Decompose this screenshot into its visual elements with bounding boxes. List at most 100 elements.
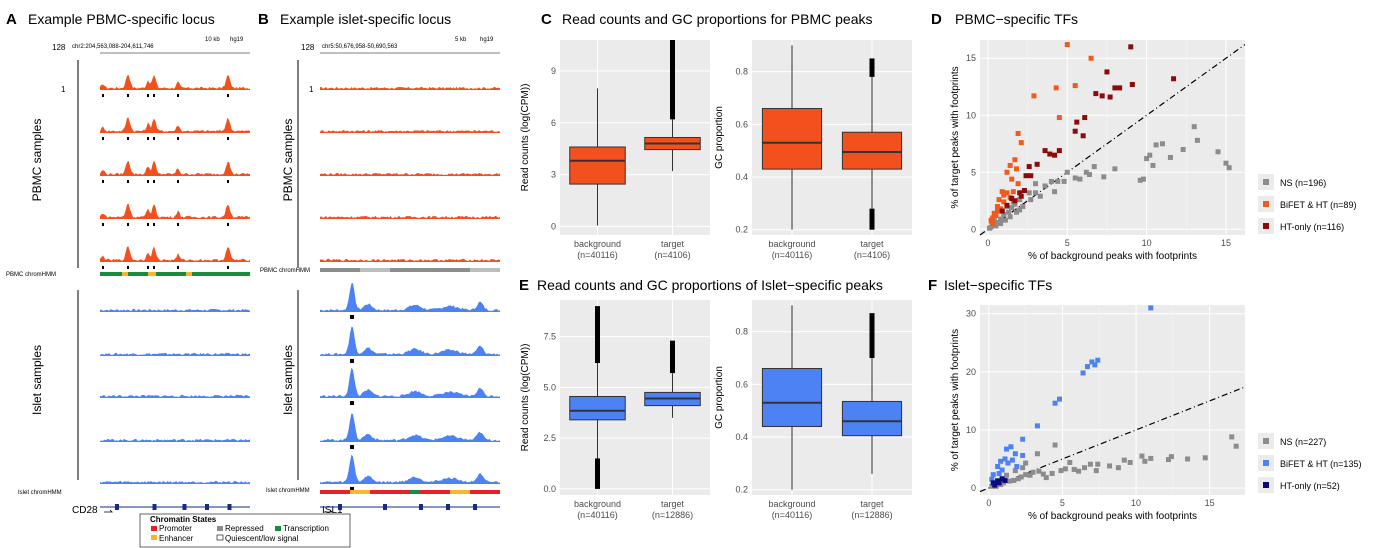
scatter-point [1112,85,1118,91]
x-tick-label: 5 [1065,238,1070,248]
scatter-point [993,223,999,229]
scatter-point [1107,463,1113,469]
trackB-islet-track [320,326,500,356]
trackB-pbmc-track [320,258,500,262]
scatter-point [1012,468,1018,474]
repressed-swatch [217,526,223,531]
scatter-point [1012,451,1018,457]
scatter-point [1147,152,1153,158]
x-tick-label: (n=4106) [654,250,690,260]
legend-label: HT-only (n=52) [1280,481,1340,491]
transcription-swatch [275,526,281,531]
panel-a-pbmc-chromhmm-label: PBMC chromHMM [6,272,56,278]
box [569,146,626,185]
scatter-point [1055,178,1061,184]
scatter-point [994,208,1000,214]
scatter-point [1004,169,1010,175]
trackA-peak-marker [227,137,229,140]
panel-b-scale-min: 1 [309,85,314,94]
scatter-point [1064,169,1070,175]
box [569,395,626,421]
y-tick-label: 2.5 [543,433,556,443]
trackB-pbmc-hmm-seg [470,268,500,272]
scatter-point [1153,142,1159,148]
panel-letter-a: A [6,11,17,28]
scatter-point [1064,42,1070,48]
plot-background [980,40,1245,235]
boxplot-E1: 0.0 2.5 5.0 7.5 Read counts (log(CPM)) backgr… [520,300,710,520]
trackA-peak-marker [147,223,149,226]
legend-swatch [1263,179,1269,185]
scatter-point [1026,164,1032,170]
trackA-peak-marker [127,223,129,226]
panel-a-scale-max: 128 [52,43,66,52]
trackA-peak-marker [127,137,129,140]
y-axis-title: % of target peaks with footprints [950,329,961,471]
trackA-peak-marker [147,180,149,183]
x-tick-label: (n=40116) [577,250,618,260]
scatter-point [1159,141,1165,147]
scatter-point [1015,181,1021,187]
scatter-point [1001,192,1007,198]
scatter-point [1165,457,1171,463]
y-tick-label: 0 [971,224,976,234]
scatter-point [1013,166,1019,172]
panel-b-scale-max: 128 [301,43,315,52]
x-tick-label: background [768,239,815,249]
scatter-point [999,189,1005,195]
y-tick-label: 0.2 [735,485,748,495]
scatter-point [1083,169,1089,175]
panel-title-e: Read counts and GC proportions of Islet−… [537,277,883,293]
trackB-islet-track [320,283,500,312]
x-tick-label: background [574,499,621,509]
trackA-peak-marker [153,94,155,97]
scatter-point [1148,305,1154,311]
scatter-point [1080,133,1086,139]
x-tick-label: target [860,499,884,509]
scatter-point [1030,469,1036,475]
scatter-point [996,471,1002,477]
trackA-peak-marker [177,94,179,97]
legend-swatch [1263,201,1269,207]
scatter-point [1040,471,1046,477]
scatter-point [1004,472,1009,478]
trackA-peak-marker [177,266,179,269]
trackA-peak-marker [153,137,155,140]
panel-a-genome-label: hg19 [230,37,244,43]
scatter-point [1095,357,1101,363]
scatter-point [1011,477,1017,483]
boxplot-C2: 0.2 0.4 0.6 0.8 GC proportion background(n=40… [714,40,912,260]
scatter-point [1101,174,1107,180]
scatter-point [1049,471,1055,477]
scatter-point [999,208,1005,214]
trackA-peak-marker [177,223,179,226]
scatter-point [1053,85,1059,91]
boxplot-E2: 0.2 0.4 0.6 0.8 GC proportion background(n=40… [714,300,912,520]
trackB-islet-track [320,413,500,442]
trackA-pbmc-hmm-seg [122,272,128,276]
scatter-point [1020,436,1026,442]
trackA-islet-track [100,394,250,398]
y-tick-label: 10 [966,110,976,120]
scatter-point [1080,370,1086,376]
scatter-point [1191,124,1197,130]
trackB-peak-marker [350,487,354,491]
scatter-point [1033,181,1039,187]
box [761,368,823,427]
trackB-islet-track [320,367,500,398]
trackA-peak-marker [177,180,179,183]
scatter-point [1095,461,1101,467]
scatter-point [1037,193,1043,199]
scatter-point [1148,455,1154,461]
scatter-point [1004,202,1010,208]
scatter-point [1052,189,1058,195]
scatter-point [1020,465,1026,471]
trackB-pbmc-track [320,215,500,219]
scatter-point [1082,465,1088,471]
scatter-point [1167,154,1173,160]
panel-a-gene-label: CD28 [72,505,98,516]
x-tick-label: (n=4106) [854,250,890,260]
y-tick-label: 7.5 [543,332,556,342]
trackB-pbmc-track [320,86,500,90]
